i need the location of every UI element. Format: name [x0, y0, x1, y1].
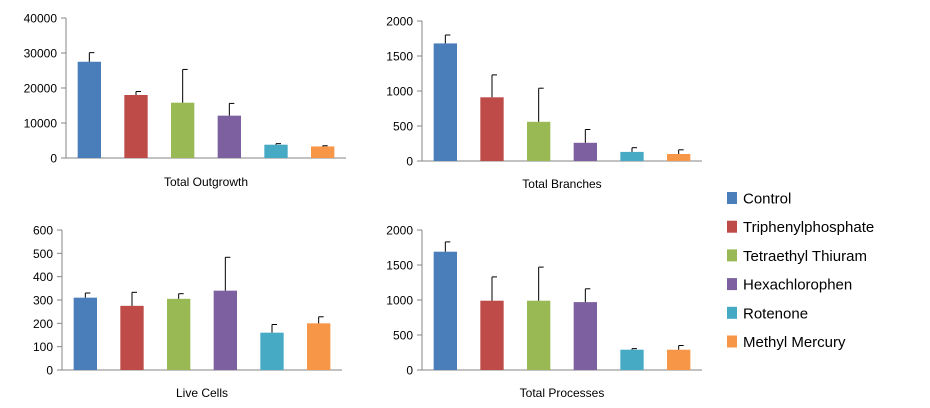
- x-axis-title: Total Processes: [520, 386, 605, 400]
- legend-swatch: [727, 335, 737, 348]
- bar-hexachlorophen: [213, 290, 237, 370]
- bar-tetraethyl-thiuram: [171, 102, 195, 158]
- y-tick-label: 30000: [24, 47, 58, 61]
- y-tick-label: 100: [33, 340, 53, 354]
- legend: Control Triphenylphosphate Tetraethyl Thiu…: [727, 191, 874, 351]
- bar-control: [433, 43, 457, 161]
- bar-triphenylphosphate: [480, 300, 504, 370]
- bar-rotenone: [260, 332, 284, 370]
- legend-swatch: [727, 192, 737, 204]
- bar-rotenone: [264, 144, 288, 158]
- y-tick-label: 2000: [386, 15, 413, 29]
- y-tick-label: 1500: [386, 50, 413, 64]
- bar-tetraethyl-thiuram: [167, 298, 191, 370]
- legend-swatch: [727, 306, 737, 319]
- y-tick-label: 1000: [386, 294, 413, 308]
- y-tick-label: 10000: [24, 117, 58, 131]
- y-tick-label: 40000: [24, 12, 58, 26]
- bar-control: [73, 297, 97, 370]
- bar-rotenone: [620, 349, 644, 370]
- legend-entry: Methyl Mercury: [743, 334, 846, 351]
- bar-hexachlorophen: [217, 115, 241, 158]
- x-axis-title: Total Branches: [522, 177, 601, 191]
- chart-panel-4: 0 500 1000 1500 2000 Total Processes: [386, 224, 702, 400]
- x-axis-title: Total Outgrowth: [164, 175, 248, 189]
- y-tick-label: 300: [33, 294, 53, 308]
- y-tick-label: 500: [33, 247, 53, 261]
- legend-entry: Control: [743, 191, 791, 208]
- legend-swatch: [727, 249, 737, 262]
- bar-methyl-mercury: [667, 154, 691, 161]
- y-tick-label: 0: [406, 155, 413, 169]
- bar-control: [77, 61, 101, 158]
- y-tick-label: 600: [33, 224, 53, 238]
- y-tick-label: 500: [393, 329, 413, 343]
- bar-methyl-mercury: [311, 146, 335, 158]
- bar-triphenylphosphate: [480, 97, 504, 161]
- y-tick-label: 1500: [386, 259, 413, 273]
- legend-swatch: [727, 278, 737, 291]
- bar-rotenone: [620, 151, 644, 161]
- bar-methyl-mercury: [667, 349, 691, 370]
- y-tick-label: 500: [393, 120, 413, 134]
- x-axis-title: Live Cells: [176, 386, 228, 400]
- bar-triphenylphosphate: [124, 95, 148, 158]
- chart-panel-3: 0 100 200 300 400 500 600 Live Cells: [33, 224, 342, 400]
- y-tick-label: 1000: [386, 85, 413, 99]
- bar-triphenylphosphate: [120, 305, 144, 370]
- legend-swatch: [727, 220, 737, 233]
- bar-hexachlorophen: [573, 142, 597, 161]
- legend-entry: Rotenone: [743, 305, 808, 322]
- chart-panel-1: 0 10000 20000 30000 40000 Total Outgrowth: [24, 12, 346, 189]
- legend-entry: Triphenylphosphate: [743, 219, 874, 236]
- y-tick-label: 2000: [386, 224, 413, 238]
- y-tick-label: 400: [33, 270, 53, 284]
- y-tick-label: 200: [33, 317, 53, 331]
- chart-panel-2: 0 500 1000 1500 2000 Total Branches: [386, 15, 702, 191]
- legend-entry: Hexachlorophen: [743, 277, 852, 294]
- bar-methyl-mercury: [307, 323, 331, 370]
- y-tick-label: 0: [50, 152, 57, 166]
- bar-tetraethyl-thiuram: [527, 121, 551, 161]
- bar-hexachlorophen: [573, 302, 597, 370]
- y-tick-label: 0: [46, 364, 53, 378]
- y-tick-label: 20000: [24, 82, 58, 96]
- bar-tetraethyl-thiuram: [527, 300, 551, 370]
- y-tick-label: 0: [406, 364, 413, 378]
- bar-control: [433, 251, 457, 370]
- legend-entry: Tetraethyl Thiuram: [743, 248, 867, 265]
